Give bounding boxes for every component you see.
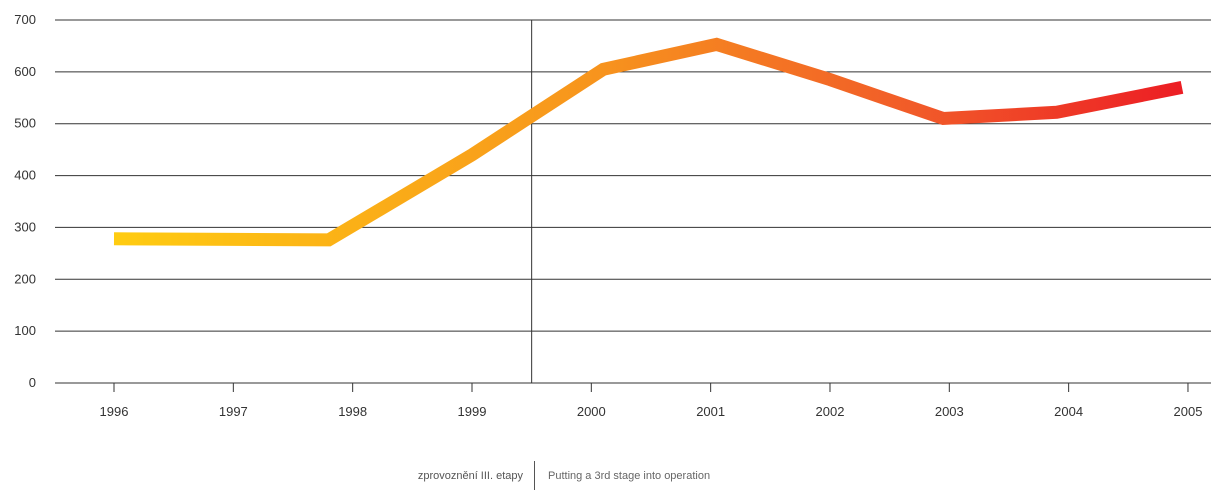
y-axis-tick-labels: 0 100 200 300 400 500 600 700 xyxy=(14,12,36,390)
series-points xyxy=(114,44,1182,240)
y-tick-label-600: 600 xyxy=(14,64,36,79)
y-tick-label-100: 100 xyxy=(14,323,36,338)
x-tick-label-2002: 2002 xyxy=(816,404,845,419)
x-tick-label-2005: 2005 xyxy=(1174,404,1203,419)
y-tick-label-700: 700 xyxy=(14,12,36,27)
x-tick-label-1999: 1999 xyxy=(458,404,487,419)
y-tick-label-400: 400 xyxy=(14,168,36,183)
legend: zprovoznění III. etapy Putting a 3rd sta… xyxy=(0,470,1211,488)
x-tick-label-2003: 2003 xyxy=(935,404,964,419)
x-axis-tick-labels: 1996 1997 1998 1999 2000 2001 2002 2003 2004 2005 xyxy=(100,404,1203,419)
y-tick-label-0: 0 xyxy=(29,375,36,390)
legend-separator xyxy=(534,461,535,490)
x-tick-label-2004: 2004 xyxy=(1054,404,1083,419)
x-tick-label-1998: 1998 xyxy=(338,404,367,419)
legend-czech-label: zprovoznění III. etapy xyxy=(418,470,523,482)
y-tick-label-500: 500 xyxy=(14,116,36,131)
y-tick-label-300: 300 xyxy=(14,219,36,234)
y-grid-lines xyxy=(55,20,1211,383)
series-line xyxy=(114,44,1182,240)
x-tick-label-2001: 2001 xyxy=(696,404,725,419)
x-axis-ticks xyxy=(114,383,1188,392)
legend-english-label: Putting a 3rd stage into operation xyxy=(548,470,710,482)
x-tick-label-1997: 1997 xyxy=(219,404,248,419)
y-tick-label-200: 200 xyxy=(14,271,36,286)
x-tick-label-2000: 2000 xyxy=(577,404,606,419)
x-tick-label-1996: 1996 xyxy=(100,404,129,419)
